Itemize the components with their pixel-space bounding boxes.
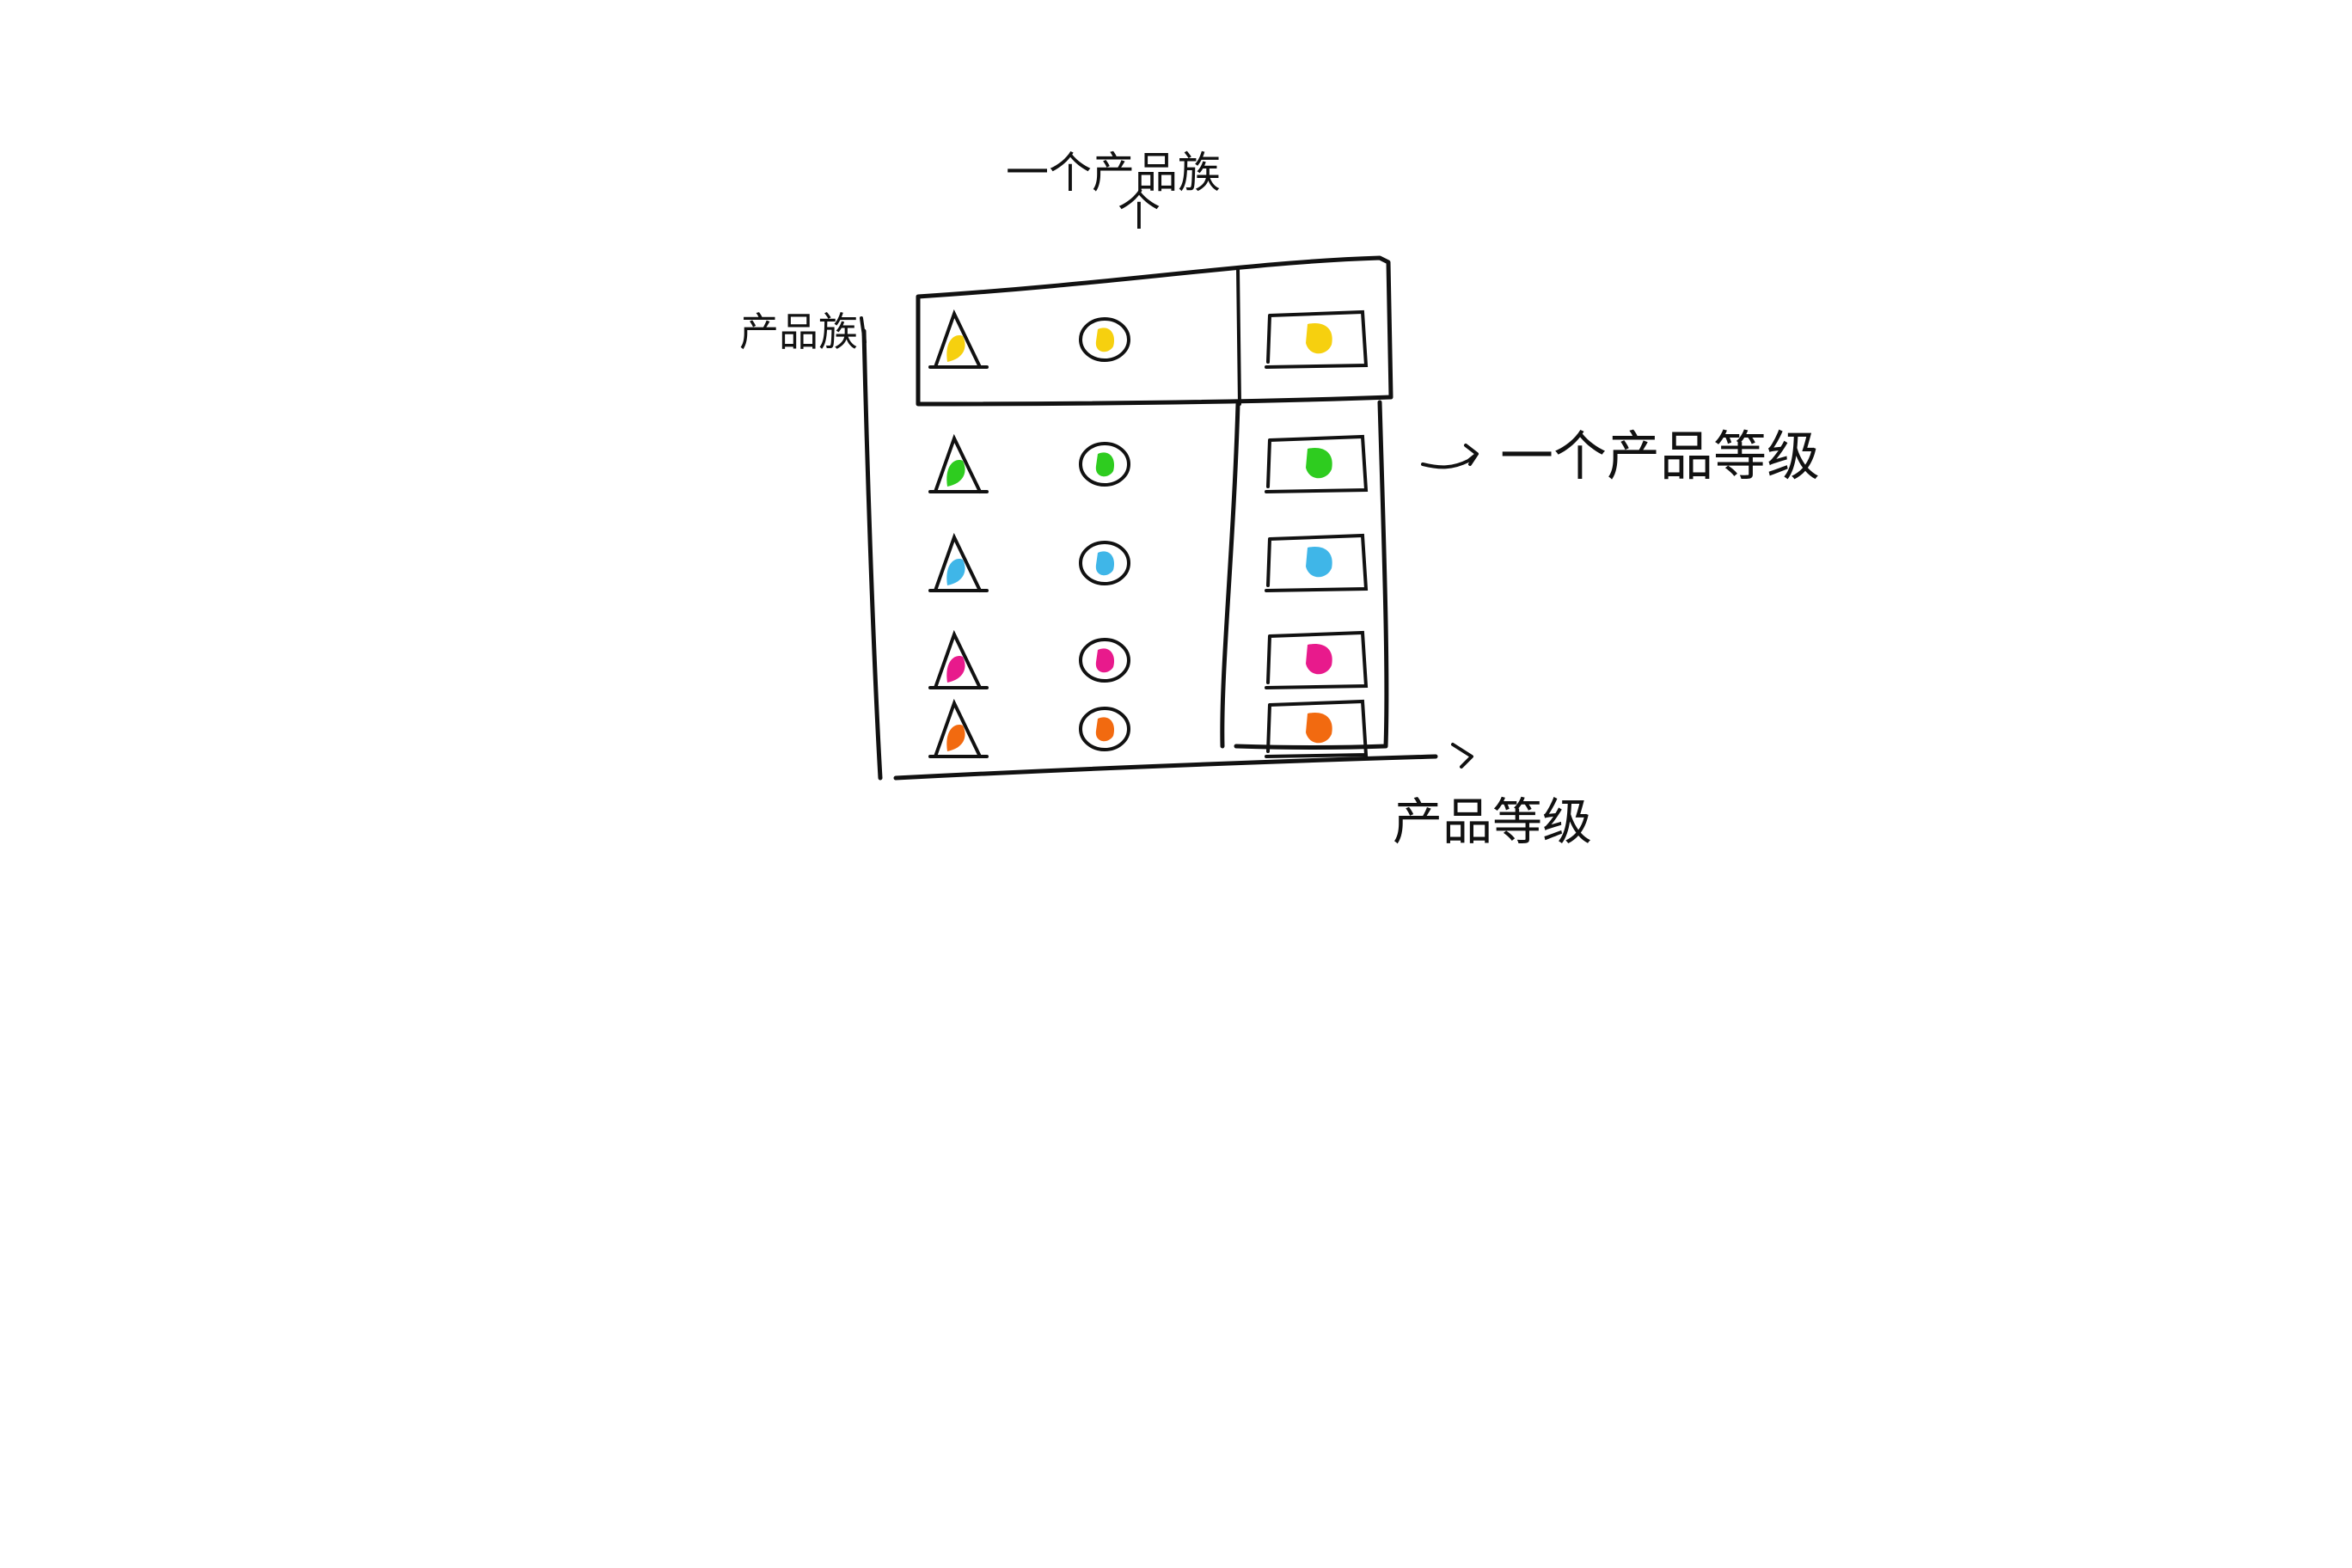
triangle-product-fill [946,725,965,751]
axes [860,316,1473,781]
product-family-row-pointer: 个 [1118,186,1161,236]
product-row-yellow-family [928,309,1369,369]
triangle-product [928,629,989,689]
rectangle-product-fill [1306,323,1332,354]
product-family-row-label: 一个产品族 [1006,148,1221,198]
product-row-magenta-family [928,629,1369,689]
product-row-orange-family [928,698,1369,758]
product-level-column-label: 一个产品等级 [1500,425,1820,487]
circle-product [1079,442,1130,487]
triangle-product [928,433,989,493]
circle-product [1079,638,1130,683]
rectangle-product [1265,434,1369,493]
circle-product-fill [1095,551,1115,576]
x-axis [893,754,1438,781]
triangle-product [928,532,989,592]
product-rows [928,309,1369,758]
triangle-product-fill [946,559,965,585]
product-family-axis-label: 产品族 [739,309,858,355]
product-level-axis-label: 产品等级 [1393,793,1592,851]
rectangle-product-fill [1306,448,1332,479]
circle-product-fill [1095,328,1115,352]
triangle-product-fill [946,460,965,487]
product-row-blue-family [928,532,1369,592]
triangle-product [928,698,989,758]
rectangle-product [1265,533,1369,592]
y-axis [861,328,883,781]
circle-product [1079,707,1130,751]
rectangle-product [1265,309,1369,369]
rectangle-product-fill [1306,547,1332,578]
circle-product-fill [1095,717,1115,742]
triangle-product-fill [946,656,965,683]
rectangle-product [1265,630,1369,689]
triangle-product-fill [946,335,965,362]
rectangle-product-fill [1306,713,1332,744]
product-level-arrow [1421,444,1479,469]
product-level-column [1220,400,1389,750]
product-row-green-family [928,433,1369,493]
triangle-product [928,309,989,369]
y-axis-arrow-tick [860,316,867,344]
rectangle-product [1265,699,1369,758]
product-family-box-divider [1236,266,1241,406]
product-family-box [916,255,1393,407]
circle-product-fill [1095,648,1115,673]
circle-product-fill [1095,452,1115,477]
circle-product [1079,541,1130,585]
circle-product [1079,317,1130,362]
x-axis-arrow-head [1451,743,1473,769]
rectangle-product-fill [1306,644,1332,675]
